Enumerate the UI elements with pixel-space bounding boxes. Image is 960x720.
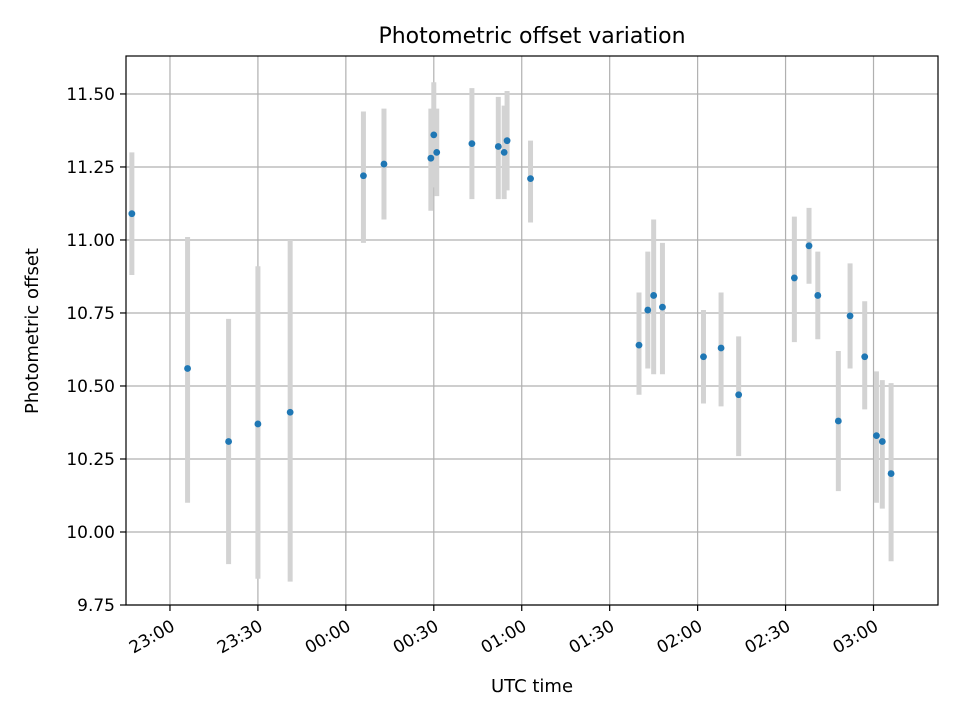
x-tick-label: 03:00 (830, 616, 882, 658)
data-point (430, 131, 438, 139)
y-tick-label: 9.75 (77, 596, 115, 616)
data-point (846, 312, 854, 320)
data-point (878, 438, 886, 445)
data-point (814, 292, 822, 299)
data-point (861, 353, 869, 361)
data-point (887, 470, 895, 477)
x-tick-label: 01:00 (478, 616, 530, 658)
data-point (700, 353, 707, 361)
data-point (433, 148, 441, 156)
data-point (184, 365, 191, 372)
data-point (503, 137, 511, 145)
x-axis-label: UTC time (491, 676, 573, 697)
x-tick-label: 23:30 (214, 616, 266, 658)
y-tick-label: 10.75 (66, 304, 115, 324)
data-point (494, 143, 502, 150)
data-point (659, 303, 666, 311)
data-point (225, 438, 232, 445)
y-tick-label: 10.25 (66, 450, 115, 470)
y-tick-label: 11.00 (66, 231, 115, 251)
data-point (805, 242, 813, 250)
data-point (360, 172, 367, 180)
error-bars (129, 82, 894, 582)
grid (126, 56, 938, 606)
x-tick-label: 01:30 (566, 616, 618, 658)
data-point (717, 344, 725, 352)
data-point (735, 391, 743, 399)
data-point (790, 274, 798, 282)
data-point (635, 341, 643, 349)
plot-frame (125, 55, 939, 606)
data-points (128, 131, 895, 477)
data-point (380, 160, 388, 168)
data-point (650, 292, 658, 299)
x-tick-label: 23:00 (126, 616, 178, 658)
data-point (128, 210, 136, 218)
data-point (427, 154, 435, 162)
data-point (500, 148, 508, 156)
x-tick-label: 00:30 (390, 616, 442, 658)
data-point (254, 420, 262, 428)
y-tick-label: 11.50 (66, 85, 115, 105)
data-point (286, 408, 294, 416)
y-tick-label: 10.00 (66, 523, 115, 543)
x-axis-ticks: 23:00 23:30 00:00 00:30 01:00 01:30 02:00 02:30… (126, 605, 882, 658)
data-point (873, 432, 880, 440)
data-point (644, 306, 652, 314)
y-tick-label: 10.50 (66, 377, 115, 397)
chart-title: Photometric offset variation (378, 24, 685, 49)
data-point (834, 417, 842, 425)
y-tick-label: 11.25 (66, 158, 115, 178)
x-tick-label: 02:00 (654, 616, 706, 658)
data-point (468, 140, 476, 148)
y-axis-ticks: 9.75 10.00 10.25 10.50 10.75 11.00 11.25 11.50 (66, 85, 126, 616)
x-tick-label: 02:30 (742, 616, 794, 658)
y-axis-label: Photometric offset (22, 248, 43, 414)
x-tick-label: 00:00 (302, 616, 354, 658)
data-point (527, 175, 534, 183)
